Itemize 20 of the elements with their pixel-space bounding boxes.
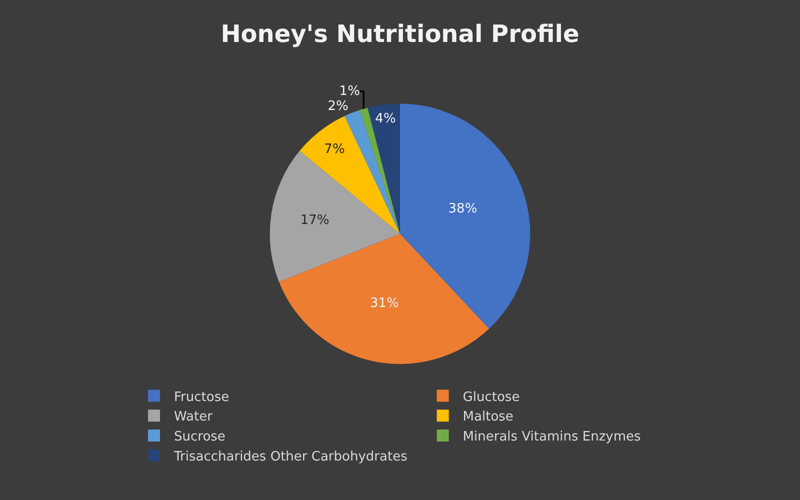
legend-label: Minerals Vitamins Enzymes	[462, 430, 642, 445]
pie-slice	[368, 104, 400, 234]
legend-label: Maltose	[462, 410, 514, 425]
legend-label: Water	[174, 410, 214, 425]
chart-title: Honey's Nutritional Profile	[220, 20, 580, 48]
legend-label: Gluctose	[462, 390, 520, 405]
legend-label: Sucrose	[174, 430, 226, 445]
legend-label: Fructose	[174, 390, 230, 405]
data-label: 2%	[328, 98, 348, 114]
data-label: 31%	[370, 296, 399, 311]
pie-slice	[360, 108, 400, 234]
pie-slice	[344, 110, 400, 234]
pie-slice	[278, 234, 490, 364]
data-label: 38%	[448, 201, 478, 216]
pie-slice	[400, 104, 530, 329]
data-label: 7%	[324, 142, 345, 157]
data-label: 17%	[300, 212, 330, 228]
data-label: 1%	[339, 84, 360, 99]
legend-label: Trisaccharides Other Carbohydrates	[173, 450, 408, 465]
data-label: 4%	[375, 112, 396, 127]
